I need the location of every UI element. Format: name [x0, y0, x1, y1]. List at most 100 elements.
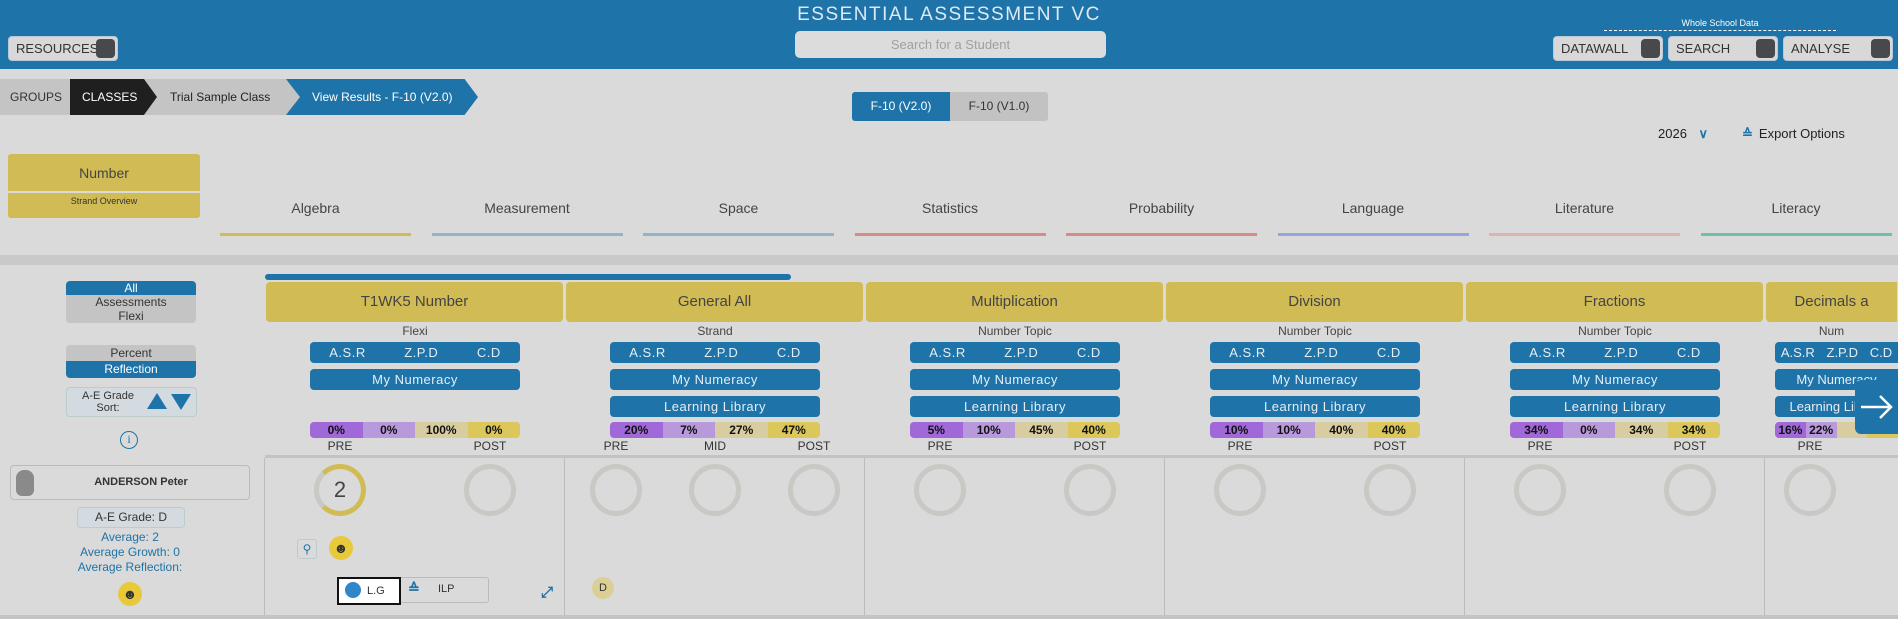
filter-flexi[interactable]: Flexi — [66, 309, 196, 323]
filter-assessments[interactable]: Assessments — [66, 295, 196, 309]
zpd-button[interactable]: Z.P.D — [1604, 345, 1639, 360]
mode-percent[interactable]: Percent — [66, 345, 196, 361]
tab-label: Probability — [1128, 200, 1195, 216]
assessment-title[interactable]: General All — [566, 282, 863, 322]
assessment-filter-toggle[interactable]: All Assessments Flexi — [66, 281, 196, 323]
datawall-button[interactable]: DATAWALL — [1553, 36, 1663, 61]
assessment-title[interactable]: Multiplication — [866, 282, 1163, 322]
zpd-button[interactable]: Z.P.D — [1826, 345, 1859, 360]
my-numeracy-button[interactable]: My Numeracy — [310, 369, 520, 390]
tab-label: Literacy — [1771, 200, 1821, 216]
cd-button[interactable]: C.D — [1376, 345, 1401, 360]
student-search-input[interactable] — [795, 31, 1106, 58]
expand-icon[interactable]: ⤢ — [541, 584, 554, 601]
strand-number-box[interactable]: Number Strand Overview — [8, 154, 200, 218]
score-ring[interactable]: 2 — [314, 464, 366, 516]
whole-school-data-label: Whole School Data — [1604, 18, 1836, 31]
percent-distribution-bar: 5% 10% 45% 40% — [910, 422, 1120, 438]
percent-segment: 5% — [910, 422, 963, 438]
asr-button[interactable]: A.S.R — [1529, 345, 1566, 360]
search-button[interactable]: SEARCH — [1668, 36, 1778, 61]
column-divider — [565, 455, 865, 458]
learning-library-button[interactable]: Learning Library — [610, 396, 820, 417]
score-ring[interactable] — [1784, 464, 1836, 516]
percent-distribution-bar: 34% 0% 34% 34% — [1510, 422, 1720, 438]
cd-button[interactable]: C.D — [476, 345, 501, 360]
score-ring[interactable] — [1214, 464, 1266, 516]
info-icon[interactable]: i — [120, 431, 138, 449]
score-ring[interactable] — [689, 464, 741, 516]
export-options-button[interactable]: ≙ Export Options — [1742, 126, 1845, 142]
stage-label: PRE — [1227, 439, 1253, 453]
stage-label: PRE — [927, 439, 953, 453]
version-tab-v1[interactable]: F-10 (V1.0) — [950, 92, 1048, 121]
resources-button[interactable]: RESOURCES — [8, 36, 118, 61]
asr-button[interactable]: A.S.R — [929, 345, 966, 360]
my-numeracy-button[interactable]: My Numeracy — [910, 369, 1120, 390]
assessment-title[interactable]: Fractions — [1466, 282, 1763, 322]
cd-button[interactable]: C.D — [1076, 345, 1101, 360]
breadcrumb-groups[interactable]: GROUPS — [0, 79, 70, 115]
score-ring[interactable] — [788, 464, 840, 516]
analyse-button[interactable]: ANALYSE — [1783, 36, 1893, 61]
sort-descending-icon[interactable] — [171, 394, 191, 410]
strand-tab-literacy[interactable]: Literacy — [1700, 200, 1892, 236]
assessment-title[interactable]: T1WK5 Number — [266, 282, 563, 322]
cd-button[interactable]: C.D — [1676, 345, 1701, 360]
cd-button[interactable]: C.D — [1869, 345, 1893, 360]
score-ring[interactable] — [1064, 464, 1116, 516]
my-numeracy-button[interactable]: My Numeracy — [1210, 369, 1420, 390]
breadcrumb-class[interactable]: Trial Sample Class — [143, 79, 300, 115]
asr-button[interactable]: A.S.R — [629, 345, 666, 360]
filter-all[interactable]: All — [66, 281, 196, 295]
assessment-title[interactable]: Division — [1166, 282, 1463, 322]
strand-tab-algebra[interactable]: Algebra — [220, 200, 411, 236]
strand-tab-literature[interactable]: Literature — [1489, 200, 1680, 236]
learning-library-button[interactable]: Learning Library — [1510, 396, 1720, 417]
percent-segment: 10% — [962, 422, 1015, 438]
lg-button[interactable]: L.G — [337, 577, 401, 605]
score-ring[interactable] — [914, 464, 966, 516]
version-tab-v2[interactable]: F-10 (V2.0) — [852, 92, 950, 121]
strand-tab-statistics[interactable]: Statistics — [854, 200, 1046, 236]
assessment-type: Number Topic — [1278, 324, 1352, 338]
strand-tab-language[interactable]: Language — [1277, 200, 1469, 236]
tab-underline — [220, 233, 411, 236]
strand-tab-measurement[interactable]: Measurement — [431, 200, 623, 236]
learning-library-button[interactable]: Learning Library — [1210, 396, 1420, 417]
percent-segment: 0% — [362, 422, 415, 438]
assessment-title[interactable]: Decimals a — [1766, 282, 1897, 322]
score-ring[interactable] — [590, 464, 642, 516]
breadcrumb-view-results[interactable]: View Results - F-10 (V2.0) — [286, 79, 478, 115]
zpd-button[interactable]: Z.P.D — [404, 345, 439, 360]
breadcrumb-classes[interactable]: CLASSES — [70, 79, 157, 115]
strand-tab-space[interactable]: Space — [643, 200, 834, 236]
score-ring[interactable] — [1664, 464, 1716, 516]
my-numeracy-button[interactable]: My Numeracy — [1510, 369, 1720, 390]
next-arrow-button[interactable] — [1855, 380, 1898, 434]
asr-button[interactable]: A.S.R — [1229, 345, 1266, 360]
toggle-knob — [1756, 39, 1775, 58]
double-chevron-down-icon[interactable]: ≙ — [408, 580, 420, 596]
learning-library-button[interactable]: Learning Library — [910, 396, 1120, 417]
student-card[interactable]: ANDERSON Peter — [10, 465, 250, 500]
score-ring[interactable] — [1364, 464, 1416, 516]
mode-reflection[interactable]: Reflection — [66, 361, 196, 378]
scroll-progress-bar[interactable] — [265, 274, 791, 280]
sort-ascending-icon[interactable] — [147, 393, 167, 409]
ilp-button[interactable]: ILP — [438, 583, 455, 595]
zpd-button[interactable]: Z.P.D — [704, 345, 739, 360]
score-ring[interactable] — [1514, 464, 1566, 516]
my-numeracy-button[interactable]: My Numeracy — [610, 369, 820, 390]
strand-tab-probability[interactable]: Probability — [1066, 200, 1257, 236]
cd-button[interactable]: C.D — [776, 345, 801, 360]
year-select[interactable]: 2026 ∨ — [1658, 126, 1708, 142]
magnifier-icon[interactable]: ⚲ — [297, 539, 317, 559]
asr-button[interactable]: A.S.R — [329, 345, 366, 360]
zpd-button[interactable]: Z.P.D — [1004, 345, 1039, 360]
score-ring[interactable] — [464, 464, 516, 516]
display-mode-toggle[interactable]: Percent Reflection — [66, 345, 196, 378]
asr-button[interactable]: A.S.R — [1780, 345, 1815, 360]
tab-underline — [1700, 233, 1892, 236]
zpd-button[interactable]: Z.P.D — [1304, 345, 1339, 360]
